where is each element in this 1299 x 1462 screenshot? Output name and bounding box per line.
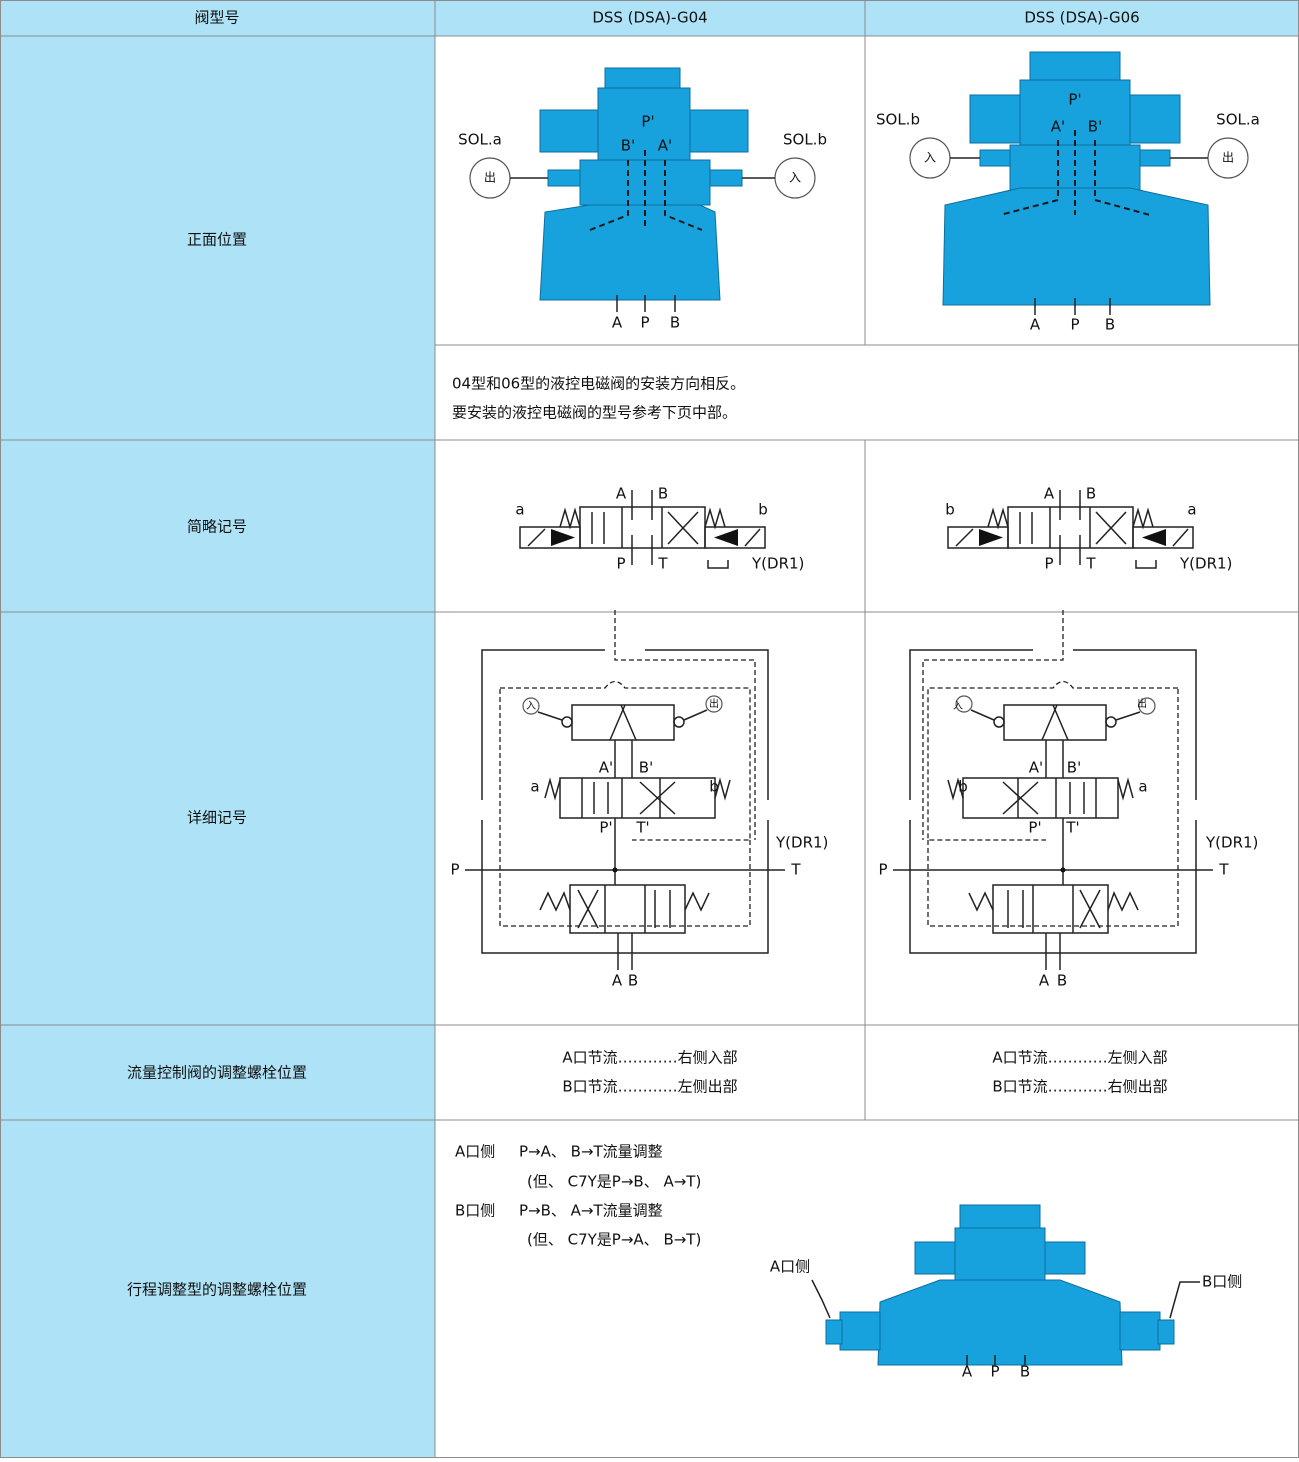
text: P→B、 A→T流量调整 [519,1202,663,1220]
text: P' [641,113,654,131]
text: A [962,1363,973,1381]
text: A [1030,316,1041,334]
text: A' [1029,759,1043,777]
text: P' [1068,91,1081,109]
text: P [1044,555,1053,573]
text: 出 [709,697,719,710]
text: Y(DR1) [1179,555,1232,573]
text: P [1070,316,1079,334]
text: B [1057,972,1067,990]
text: 入 [953,701,963,712]
text: P [450,861,459,879]
text: B口节流…………右侧出部 [992,1078,1167,1096]
text: B [1105,316,1115,334]
text: A [1039,972,1050,990]
text: B口侧 [1202,1273,1242,1291]
header-bg [0,0,1299,36]
simple-symbol-g04 [519,489,766,569]
detail-symbol-g06 [892,609,1214,971]
text: 04型和06型的液控电磁阀的安装方向相反。 [452,375,745,393]
text: A [1044,485,1055,503]
detail-symbol-g04 [464,609,786,971]
text: b [758,501,768,519]
text: A口侧 [770,1258,810,1276]
text: A' [1051,118,1065,136]
text: b [958,778,968,796]
text: A [612,972,623,990]
text: A [612,314,623,332]
text: SOL.b [783,131,827,149]
text: A' [658,137,672,155]
text: 入 [924,151,936,165]
text: P [990,1363,999,1381]
text: a [515,501,524,519]
text: 出 [1222,151,1234,165]
text: SOL.a [1216,111,1260,129]
text: 简略记号 [187,518,247,536]
text: 入 [789,171,801,185]
text: T [1218,861,1229,879]
text: A [616,485,627,503]
text: b [709,778,719,796]
text: B' [621,137,635,155]
text: 行程调整型的调整螺栓位置 [127,1281,307,1299]
text: Y(DR1) [1205,834,1258,852]
text: 要安装的液控电磁阀的型号参考下页中部。 [452,404,737,422]
text: P [640,314,649,332]
text: (但、 C7Y是P→A、 B→T) [527,1231,701,1249]
front-view-g04 [469,67,816,312]
text: b [945,501,955,519]
text: 流量控制阀的调整螺栓位置 [127,1064,307,1082]
text: T [790,861,801,879]
text: Y(DR1) [775,834,828,852]
text: P' [599,819,612,837]
text: DSS (DSA)-G06 [1024,9,1139,27]
text: B口节流…………左侧出部 [562,1078,737,1096]
text: B' [639,759,653,777]
text: B [658,485,668,503]
text: B [1020,1363,1030,1381]
label-column-bg [0,36,435,1458]
text: B' [1088,118,1102,136]
text: A口节流…………右侧入部 [562,1049,737,1067]
text: B' [1067,759,1081,777]
text: a [1138,778,1147,796]
text: T' [1065,819,1079,837]
text: B [1086,485,1096,503]
text: 出 [484,171,496,185]
text: A' [599,759,613,777]
front-view-g06 [909,51,1249,315]
simple-symbol-g06 [947,489,1194,569]
text: P [616,555,625,573]
text: P [878,861,887,879]
text: a [530,778,539,796]
text: A口节流…………左侧入部 [992,1049,1167,1067]
text: Y(DR1) [751,555,804,573]
text: SOL.a [458,131,502,149]
text: 详细记号 [187,809,247,827]
text: (但、 C7Y是P→B、 A→T) [527,1173,701,1191]
text: a [1187,501,1196,519]
text: B [670,314,680,332]
text: T [1085,555,1096,573]
text: 阀型号 [194,9,239,27]
stroke-adjust-figure [811,1204,1200,1366]
text: DSS (DSA)-G04 [592,9,707,27]
text: T' [635,819,649,837]
text: 入 [526,701,536,712]
text: 正面位置 [187,231,247,249]
text: P' [1028,819,1041,837]
text: SOL.b [876,111,920,129]
text: B口侧 [455,1202,495,1220]
text: 出 [1137,697,1147,710]
text: P→A、 B→T流量调整 [519,1143,663,1161]
text: B [628,972,638,990]
text: T [657,555,668,573]
text: A口侧 [455,1143,495,1161]
